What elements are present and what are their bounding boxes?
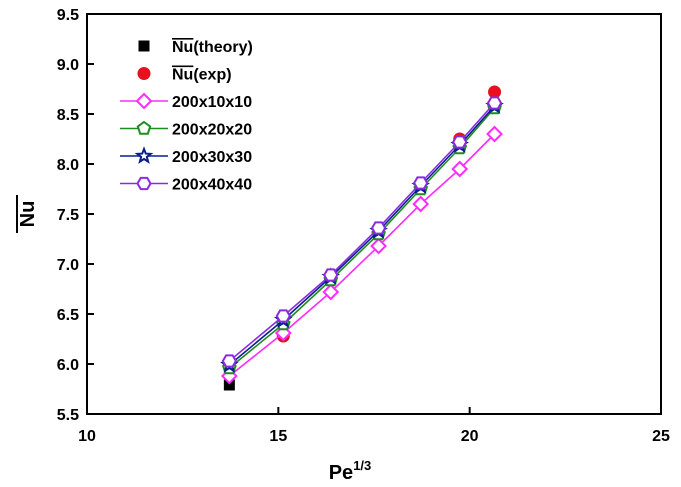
y-tick-label: 6.0 — [57, 357, 79, 374]
data-point — [322, 283, 340, 301]
y-tick-label: 7.5 — [57, 207, 79, 224]
y-tick-label: 8.0 — [57, 157, 79, 174]
legend-item: 200x40x40 — [120, 177, 252, 194]
y-tick-label: 9.5 — [57, 7, 79, 24]
legend-item: Nu(exp) — [137, 67, 232, 84]
x-tick-label: 25 — [652, 428, 670, 445]
y-tick-label: 9.0 — [57, 57, 79, 74]
legend-marker — [134, 146, 154, 164]
legend-label: 200x30x30 — [172, 149, 252, 166]
legend-label: Nu(theory) — [172, 39, 253, 56]
data-point — [275, 309, 291, 323]
series-0 — [223, 379, 235, 391]
legend-label: 200x20x20 — [172, 122, 252, 139]
y-axis-title: Nu — [16, 195, 39, 233]
legend-label: 200x40x40 — [172, 177, 252, 194]
data-point — [488, 85, 502, 99]
legend: Nu(theory)Nu(exp)200x10x10200x20x20200x3… — [120, 39, 253, 194]
x-tick-label: 10 — [78, 428, 96, 445]
legend-marker — [136, 176, 152, 191]
data-point — [451, 160, 469, 178]
x-axis-title-superscript: 1/3 — [353, 458, 371, 473]
legend-item: 200x20x20 — [120, 120, 252, 139]
legend-item: 200x10x10 — [120, 92, 252, 111]
legend-item: 200x30x30 — [120, 146, 252, 166]
series-2 — [220, 125, 503, 385]
y-tick-label: 7.0 — [57, 257, 79, 274]
series-5 — [221, 96, 503, 368]
axis-ticks: 10 15 20 25 5.5 6.0 6.5 7.0 7.5 8.0 8.5 9.0 9.5 — [57, 7, 670, 445]
legend-marker — [135, 92, 153, 110]
data-point — [452, 135, 468, 149]
y-axis-title-text: Nu — [17, 201, 39, 228]
data-point — [221, 354, 238, 368]
legend-label-overline: Nu — [172, 67, 193, 84]
data-point — [413, 176, 429, 190]
legend-marker — [137, 67, 151, 80]
data-point — [323, 268, 339, 282]
x-tick-label: 15 — [269, 428, 287, 445]
x-tick-label: 20 — [461, 428, 479, 445]
data-point — [370, 221, 387, 235]
data-point — [370, 237, 388, 255]
legend-item: Nu(theory) — [138, 39, 253, 56]
series-1 — [276, 85, 502, 343]
legend-label: 200x10x10 — [172, 94, 252, 111]
data-point — [486, 96, 503, 110]
legend-label-suffix: (theory) — [193, 39, 253, 56]
y-tick-label: 5.5 — [57, 407, 79, 424]
y-tick-label: 6.5 — [57, 307, 79, 324]
x-axis-title: Pe1/3 — [329, 458, 372, 484]
y-tick-label: 8.5 — [57, 107, 79, 124]
legend-label-overline: Nu — [172, 39, 193, 56]
data-series — [220, 85, 504, 391]
data-point — [486, 125, 503, 143]
legend-label-suffix: (exp) — [193, 67, 231, 84]
data-point — [223, 379, 235, 391]
legend-marker — [138, 40, 150, 52]
legend-label: Nu(exp) — [172, 67, 232, 84]
legend-marker — [136, 120, 152, 135]
data-point — [412, 195, 430, 213]
